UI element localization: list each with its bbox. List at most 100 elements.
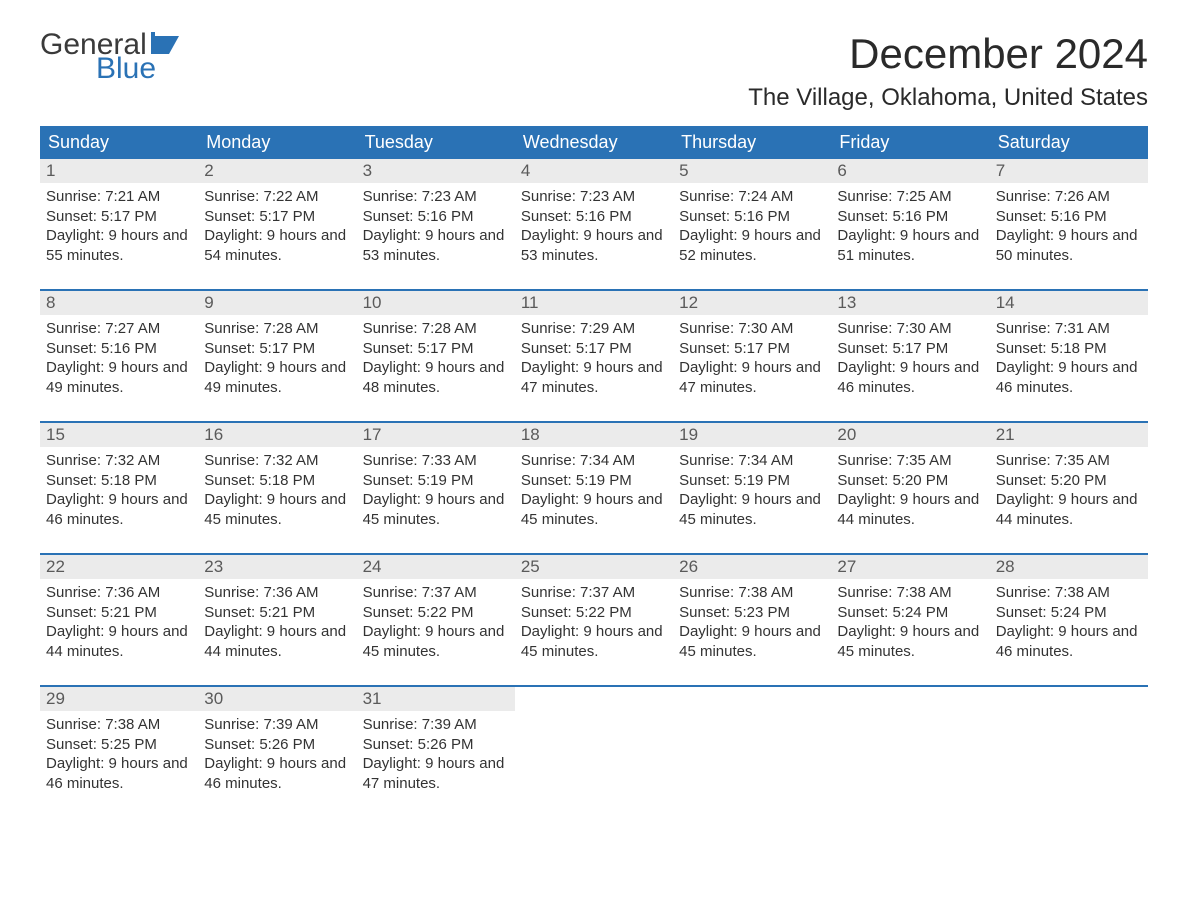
day-cell: 7Sunrise: 7:26 AMSunset: 5:16 PMDaylight… — [990, 159, 1148, 277]
sunset-line: Sunset: 5:19 PM — [679, 471, 825, 491]
day-number: 12 — [673, 291, 831, 315]
day-number: 8 — [40, 291, 198, 315]
day-number: 3 — [357, 159, 515, 183]
day-content: Sunrise: 7:28 AMSunset: 5:17 PMDaylight:… — [198, 315, 356, 403]
daylight-line: Daylight: 9 hours and 46 minutes. — [837, 358, 983, 397]
day-number: 10 — [357, 291, 515, 315]
daylight-line: Daylight: 9 hours and 45 minutes. — [521, 490, 667, 529]
day-content: Sunrise: 7:27 AMSunset: 5:16 PMDaylight:… — [40, 315, 198, 403]
day-content: Sunrise: 7:30 AMSunset: 5:17 PMDaylight:… — [831, 315, 989, 403]
sunrise-line: Sunrise: 7:29 AM — [521, 319, 667, 339]
day-number: 21 — [990, 423, 1148, 447]
sunset-line: Sunset: 5:16 PM — [996, 207, 1142, 227]
sunrise-line: Sunrise: 7:38 AM — [679, 583, 825, 603]
day-cell: 13Sunrise: 7:30 AMSunset: 5:17 PMDayligh… — [831, 291, 989, 409]
day-number: 23 — [198, 555, 356, 579]
day-number: 13 — [831, 291, 989, 315]
sunset-line: Sunset: 5:23 PM — [679, 603, 825, 623]
day-cell: 4Sunrise: 7:23 AMSunset: 5:16 PMDaylight… — [515, 159, 673, 277]
sunrise-line: Sunrise: 7:27 AM — [46, 319, 192, 339]
sunset-line: Sunset: 5:17 PM — [204, 207, 350, 227]
calendar: SundayMondayTuesdayWednesdayThursdayFrid… — [40, 126, 1148, 805]
sunset-line: Sunset: 5:21 PM — [204, 603, 350, 623]
day-content: Sunrise: 7:38 AMSunset: 5:24 PMDaylight:… — [990, 579, 1148, 667]
sunset-line: Sunset: 5:16 PM — [363, 207, 509, 227]
day-content: Sunrise: 7:36 AMSunset: 5:21 PMDaylight:… — [40, 579, 198, 667]
day-number: 2 — [198, 159, 356, 183]
sunset-line: Sunset: 5:22 PM — [521, 603, 667, 623]
day-content: Sunrise: 7:24 AMSunset: 5:16 PMDaylight:… — [673, 183, 831, 271]
daylight-line: Daylight: 9 hours and 53 minutes. — [363, 226, 509, 265]
day-cell: 17Sunrise: 7:33 AMSunset: 5:19 PMDayligh… — [357, 423, 515, 541]
day-cell: 29Sunrise: 7:38 AMSunset: 5:25 PMDayligh… — [40, 687, 198, 805]
sunrise-line: Sunrise: 7:30 AM — [679, 319, 825, 339]
day-number: 20 — [831, 423, 989, 447]
day-number: 28 — [990, 555, 1148, 579]
day-cell: 9Sunrise: 7:28 AMSunset: 5:17 PMDaylight… — [198, 291, 356, 409]
day-cell: 6Sunrise: 7:25 AMSunset: 5:16 PMDaylight… — [831, 159, 989, 277]
day-cell: 25Sunrise: 7:37 AMSunset: 5:22 PMDayligh… — [515, 555, 673, 673]
day-cell: 23Sunrise: 7:36 AMSunset: 5:21 PMDayligh… — [198, 555, 356, 673]
week-row: 1Sunrise: 7:21 AMSunset: 5:17 PMDaylight… — [40, 159, 1148, 277]
sunset-line: Sunset: 5:16 PM — [521, 207, 667, 227]
day-content: Sunrise: 7:21 AMSunset: 5:17 PMDaylight:… — [40, 183, 198, 271]
day-cell: 28Sunrise: 7:38 AMSunset: 5:24 PMDayligh… — [990, 555, 1148, 673]
day-cell: 14Sunrise: 7:31 AMSunset: 5:18 PMDayligh… — [990, 291, 1148, 409]
daylight-line: Daylight: 9 hours and 46 minutes. — [996, 622, 1142, 661]
day-cell: 1Sunrise: 7:21 AMSunset: 5:17 PMDaylight… — [40, 159, 198, 277]
day-header: Monday — [198, 126, 356, 159]
day-content: Sunrise: 7:32 AMSunset: 5:18 PMDaylight:… — [40, 447, 198, 535]
day-number: 22 — [40, 555, 198, 579]
day-content: Sunrise: 7:38 AMSunset: 5:24 PMDaylight:… — [831, 579, 989, 667]
week-row: 29Sunrise: 7:38 AMSunset: 5:25 PMDayligh… — [40, 685, 1148, 805]
day-cell: 26Sunrise: 7:38 AMSunset: 5:23 PMDayligh… — [673, 555, 831, 673]
day-content: Sunrise: 7:32 AMSunset: 5:18 PMDaylight:… — [198, 447, 356, 535]
day-content: Sunrise: 7:35 AMSunset: 5:20 PMDaylight:… — [990, 447, 1148, 535]
day-number: 26 — [673, 555, 831, 579]
day-content: Sunrise: 7:37 AMSunset: 5:22 PMDaylight:… — [357, 579, 515, 667]
day-cell: 19Sunrise: 7:34 AMSunset: 5:19 PMDayligh… — [673, 423, 831, 541]
daylight-line: Daylight: 9 hours and 50 minutes. — [996, 226, 1142, 265]
sunset-line: Sunset: 5:16 PM — [837, 207, 983, 227]
day-content: Sunrise: 7:39 AMSunset: 5:26 PMDaylight:… — [357, 711, 515, 799]
sunset-line: Sunset: 5:26 PM — [204, 735, 350, 755]
daylight-line: Daylight: 9 hours and 44 minutes. — [837, 490, 983, 529]
location-subtitle: The Village, Oklahoma, United States — [748, 84, 1148, 112]
day-header: Tuesday — [357, 126, 515, 159]
day-cell: 8Sunrise: 7:27 AMSunset: 5:16 PMDaylight… — [40, 291, 198, 409]
day-number: 4 — [515, 159, 673, 183]
day-number: 17 — [357, 423, 515, 447]
daylight-line: Daylight: 9 hours and 45 minutes. — [204, 490, 350, 529]
day-cell: 3Sunrise: 7:23 AMSunset: 5:16 PMDaylight… — [357, 159, 515, 277]
day-cell: 12Sunrise: 7:30 AMSunset: 5:17 PMDayligh… — [673, 291, 831, 409]
day-content: Sunrise: 7:34 AMSunset: 5:19 PMDaylight:… — [515, 447, 673, 535]
sunrise-line: Sunrise: 7:32 AM — [46, 451, 192, 471]
sunrise-line: Sunrise: 7:32 AM — [204, 451, 350, 471]
sunset-line: Sunset: 5:26 PM — [363, 735, 509, 755]
day-cell: 31Sunrise: 7:39 AMSunset: 5:26 PMDayligh… — [357, 687, 515, 805]
daylight-line: Daylight: 9 hours and 54 minutes. — [204, 226, 350, 265]
sunset-line: Sunset: 5:19 PM — [521, 471, 667, 491]
day-content: Sunrise: 7:23 AMSunset: 5:16 PMDaylight:… — [515, 183, 673, 271]
day-cell: 2Sunrise: 7:22 AMSunset: 5:17 PMDaylight… — [198, 159, 356, 277]
sunset-line: Sunset: 5:20 PM — [837, 471, 983, 491]
day-number: 7 — [990, 159, 1148, 183]
sunset-line: Sunset: 5:18 PM — [204, 471, 350, 491]
sunset-line: Sunset: 5:24 PM — [837, 603, 983, 623]
sunset-line: Sunset: 5:16 PM — [679, 207, 825, 227]
sunset-line: Sunset: 5:18 PM — [46, 471, 192, 491]
week-row: 22Sunrise: 7:36 AMSunset: 5:21 PMDayligh… — [40, 553, 1148, 673]
sunset-line: Sunset: 5:17 PM — [46, 207, 192, 227]
sunrise-line: Sunrise: 7:39 AM — [363, 715, 509, 735]
day-content: Sunrise: 7:29 AMSunset: 5:17 PMDaylight:… — [515, 315, 673, 403]
sunrise-line: Sunrise: 7:34 AM — [521, 451, 667, 471]
daylight-line: Daylight: 9 hours and 45 minutes. — [363, 490, 509, 529]
day-content: Sunrise: 7:38 AMSunset: 5:25 PMDaylight:… — [40, 711, 198, 799]
daylight-line: Daylight: 9 hours and 45 minutes. — [363, 622, 509, 661]
sunrise-line: Sunrise: 7:35 AM — [996, 451, 1142, 471]
sunrise-line: Sunrise: 7:35 AM — [837, 451, 983, 471]
day-cell: 27Sunrise: 7:38 AMSunset: 5:24 PMDayligh… — [831, 555, 989, 673]
day-number: 18 — [515, 423, 673, 447]
day-number: 5 — [673, 159, 831, 183]
day-number: 27 — [831, 555, 989, 579]
